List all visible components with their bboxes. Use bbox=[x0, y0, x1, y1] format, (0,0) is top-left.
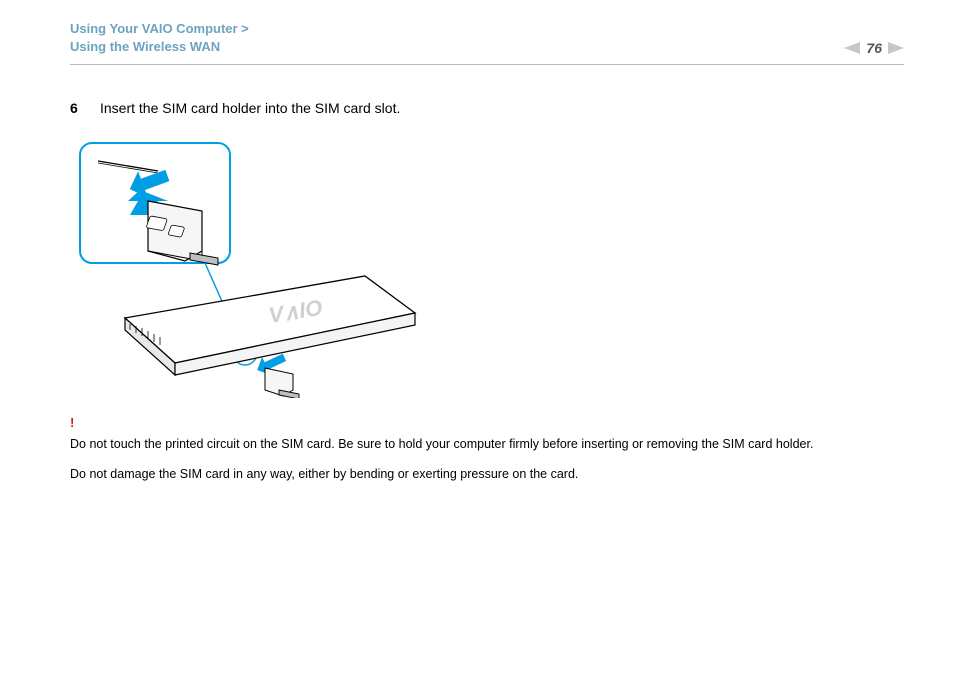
caution-icon: ! bbox=[70, 415, 74, 430]
page-header: Using Your VAIO Computer > Using the Wir… bbox=[70, 20, 904, 65]
prev-page-arrow-icon[interactable] bbox=[844, 42, 860, 54]
page-content: 6 Insert the SIM card holder into the SI… bbox=[70, 100, 904, 484]
page-nav: 76 bbox=[844, 40, 904, 56]
manual-page: Using Your VAIO Computer > Using the Wir… bbox=[0, 0, 954, 674]
page-number: 76 bbox=[866, 40, 882, 56]
next-page-arrow-icon[interactable] bbox=[888, 42, 904, 54]
step-text: Insert the SIM card holder into the SIM … bbox=[100, 100, 904, 116]
caution-line1: Do not touch the printed circuit on the … bbox=[70, 434, 904, 454]
sim-insert-figure: V∧IO bbox=[70, 138, 904, 403]
instruction-step: 6 Insert the SIM card holder into the SI… bbox=[70, 100, 904, 116]
breadcrumb-line1: Using Your VAIO Computer > bbox=[70, 20, 249, 38]
spacer bbox=[70, 454, 904, 464]
breadcrumb: Using Your VAIO Computer > Using the Wir… bbox=[70, 20, 249, 56]
step-number: 6 bbox=[70, 100, 82, 116]
breadcrumb-line2: Using the Wireless WAN bbox=[70, 38, 249, 56]
caution-line2: Do not damage the SIM card in any way, e… bbox=[70, 464, 904, 484]
caution-block: ! Do not touch the printed circuit on th… bbox=[70, 413, 904, 484]
